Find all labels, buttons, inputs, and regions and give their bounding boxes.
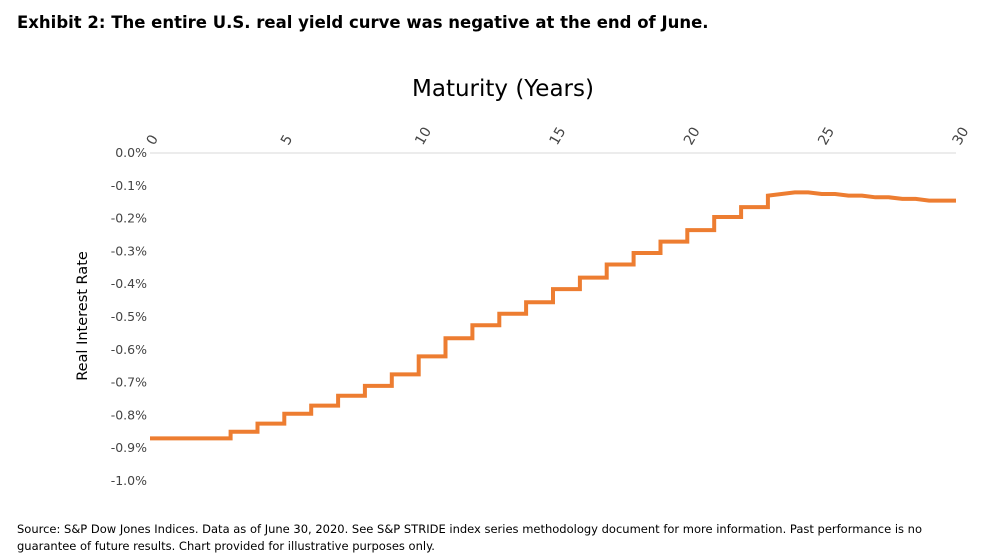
y-tick-label: -0.3% <box>111 243 147 258</box>
x-tick-label: 5 <box>278 132 296 148</box>
y-tick-label: -0.2% <box>111 211 147 226</box>
x-tick-label: 20 <box>681 125 704 148</box>
yield-curve-chart: Maturity (Years) Real Interest Rate 0 5 10… <box>75 76 973 488</box>
exhibit-title: Exhibit 2: The entire U.S. real yield cu… <box>17 13 709 32</box>
x-tick-labels: 0 5 10 15 20 25 30 <box>144 125 973 148</box>
y-tick-label: -0.7% <box>111 375 147 390</box>
y-tick-labels: 0.0% -0.1% -0.2% -0.3% -0.4% -0.5% -0.6% -0.7% -… <box>111 145 147 488</box>
y-tick-label: 0.0% <box>115 145 147 160</box>
source-note: Source: S&P Dow Jones Indices. Data as o… <box>17 522 923 553</box>
y-tick-label: -0.4% <box>111 276 147 291</box>
x-tick-label: 10 <box>412 125 435 148</box>
x-tick-label: 15 <box>547 125 570 148</box>
y-axis-title: Real Interest Rate <box>75 251 91 381</box>
y-tick-label: -0.8% <box>111 407 147 422</box>
y-tick-label: -0.9% <box>111 440 147 455</box>
x-tick-label: 25 <box>815 125 838 148</box>
y-tick-label: -0.1% <box>111 178 147 193</box>
y-tick-label: -0.5% <box>111 309 147 324</box>
x-tick-label: 30 <box>950 125 973 148</box>
x-axis-title: Maturity (Years) <box>412 76 594 102</box>
y-tick-label: -1.0% <box>111 473 147 488</box>
real-yield-curve-line <box>150 190 956 441</box>
y-tick-label: -0.6% <box>111 342 147 357</box>
